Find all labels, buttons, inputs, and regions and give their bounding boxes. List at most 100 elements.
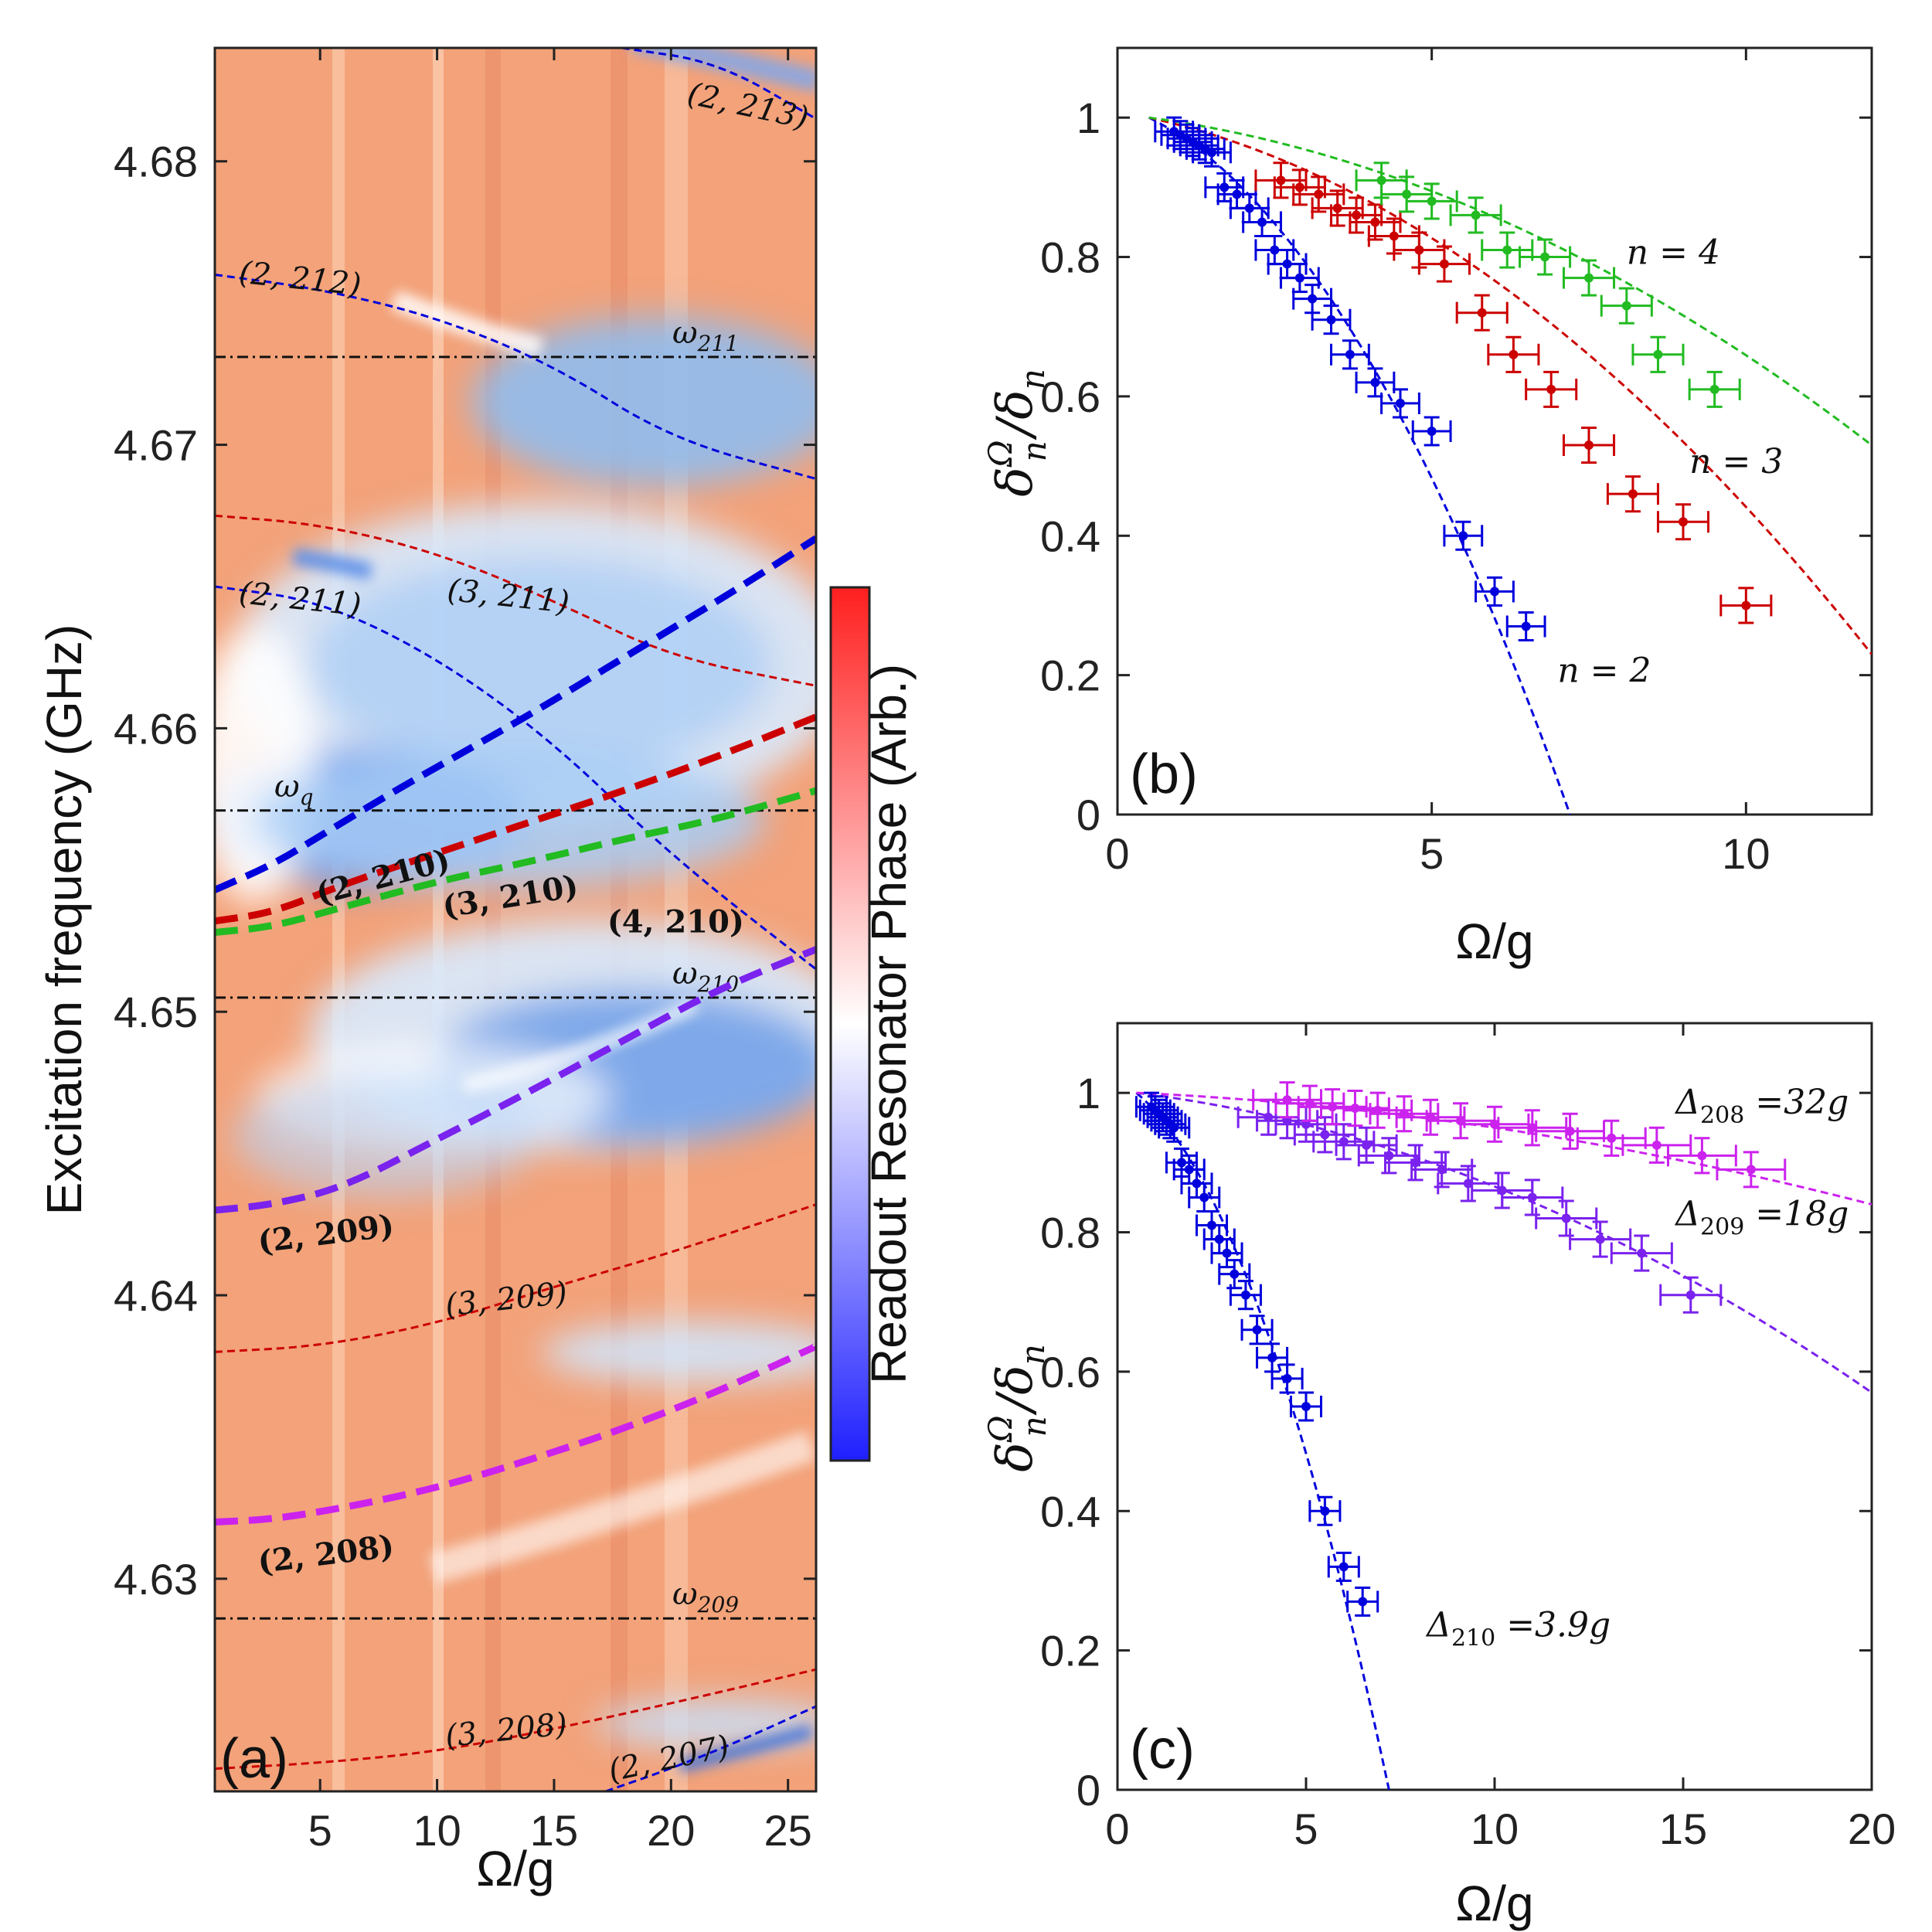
data-point xyxy=(1501,1179,1564,1216)
annotation-rest: =18g xyxy=(1744,1195,1849,1234)
data-point xyxy=(1410,1151,1474,1189)
point-marker xyxy=(1326,315,1336,325)
data-point xyxy=(1535,1199,1598,1237)
data-point xyxy=(1443,520,1484,551)
data-point xyxy=(1158,1112,1191,1143)
point-marker xyxy=(1282,1116,1292,1126)
x-axis-label-a: Ω/g xyxy=(476,1841,554,1896)
point-marker xyxy=(1741,600,1751,611)
reference-subscript: 209 xyxy=(697,1592,739,1617)
point-marker xyxy=(1490,1119,1499,1129)
ticks-a: 5 10 15 20 25 4.63 4.64 4.65 4.66 4.67 4.68 xyxy=(114,48,816,1855)
data-point xyxy=(1330,339,1370,370)
y-tick-label: 4.68 xyxy=(114,138,198,186)
y-tick-label: 0.8 xyxy=(1040,1209,1100,1257)
point-marker xyxy=(1399,1109,1409,1119)
fit-line xyxy=(1136,1091,1872,1394)
annotation-rest: =32g xyxy=(1744,1083,1849,1122)
y-axis-label-b: δΩn/δn xyxy=(981,369,1053,497)
y-tick-label: 1 xyxy=(1077,94,1100,142)
data-point xyxy=(1393,231,1446,269)
curve-(2, 213) xyxy=(621,48,816,121)
reference-label-ω_209: ω209 xyxy=(672,1577,739,1617)
svg-text:δΩn/δn: δΩn/δn xyxy=(981,369,1053,497)
point-marker xyxy=(1561,1213,1571,1223)
data-point xyxy=(1562,426,1616,464)
point-marker xyxy=(1697,1151,1707,1161)
x-tick-label: 0 xyxy=(1105,829,1129,878)
y-tick-label: 4.66 xyxy=(114,704,198,753)
data-point xyxy=(1631,335,1685,373)
annotation-rest: =3.9g xyxy=(1495,1606,1611,1645)
point-marker xyxy=(1607,1133,1617,1143)
data-point xyxy=(1242,206,1282,237)
curve-(3, 209) xyxy=(215,1203,816,1353)
point-marker xyxy=(1595,1234,1605,1244)
point-marker xyxy=(1345,349,1355,359)
point-marker xyxy=(1584,273,1594,283)
x-tick-label: 5 xyxy=(1420,829,1444,878)
x-tick-label: 20 xyxy=(1848,1804,1896,1853)
point-marker xyxy=(1509,349,1519,359)
data-point xyxy=(1497,1109,1568,1147)
point-marker xyxy=(1463,1179,1473,1189)
point-marker xyxy=(1628,489,1638,499)
x-tick-label: 5 xyxy=(308,1806,332,1855)
series-annotation: Δ208 =32g xyxy=(1674,1083,1849,1129)
point-marker xyxy=(1521,621,1531,631)
curve-(3, 211) xyxy=(215,514,816,687)
data-point xyxy=(1380,388,1420,419)
point-marker xyxy=(1410,1158,1420,1168)
y-tick-label: 0.8 xyxy=(1040,233,1100,282)
point-marker xyxy=(1427,196,1437,206)
x-tick-label: 10 xyxy=(1722,829,1770,878)
data-point xyxy=(1459,1105,1530,1143)
y-tick-label: 4.64 xyxy=(114,1271,198,1320)
point-marker xyxy=(1527,1192,1537,1202)
svg-text:δΩn/δn: δΩn/δn xyxy=(981,1344,1053,1472)
data-point xyxy=(1335,1126,1398,1164)
x-tick-label: 15 xyxy=(530,1806,578,1855)
series-annotation: n = 2 xyxy=(1557,651,1651,691)
point-marker xyxy=(1304,1098,1315,1108)
series-annotation: n = 4 xyxy=(1627,233,1720,273)
point-marker xyxy=(1426,1112,1436,1122)
point-marker xyxy=(1352,210,1362,220)
point-marker xyxy=(1458,531,1468,541)
y-tick-label: 4.65 xyxy=(114,988,198,1036)
point-marker xyxy=(1370,377,1380,387)
data-point xyxy=(1210,1238,1243,1269)
data-point xyxy=(1666,1137,1737,1175)
reference-symbol: ω xyxy=(274,769,300,804)
colorbar-label: Readout Resonator Phase (Arb.) xyxy=(861,664,917,1384)
point-marker xyxy=(1389,231,1399,241)
point-marker xyxy=(1282,1095,1292,1105)
data-point xyxy=(1411,416,1452,447)
point-marker xyxy=(1358,1597,1368,1607)
data-point xyxy=(1688,370,1741,408)
series-annotation: n = 3 xyxy=(1689,442,1783,481)
data-point xyxy=(1311,189,1364,227)
y-axis-label-c: δΩn/δn xyxy=(981,1344,1053,1472)
points-b xyxy=(1154,116,1773,642)
point-marker xyxy=(1276,175,1286,185)
data-point xyxy=(1569,1220,1632,1258)
point-marker xyxy=(1376,175,1386,185)
point-marker xyxy=(1362,1140,1372,1150)
data-point xyxy=(1716,1151,1787,1189)
y-tick-label: 0.2 xyxy=(1040,651,1100,700)
annotation-sym: Δ xyxy=(1674,1195,1700,1234)
point-marker xyxy=(1169,1123,1179,1133)
point-marker xyxy=(1240,1290,1250,1300)
data-point xyxy=(1311,304,1352,335)
x-tick-label: 20 xyxy=(647,1806,695,1855)
curve-(2, 211) xyxy=(215,585,816,971)
y-tick-label: 0.2 xyxy=(1040,1627,1100,1675)
data-point xyxy=(1346,1586,1379,1617)
panel-b: 0 5 10 0 0.2 0.4 0.6 0.8 1 n = 4 n = 3 n = 2 (b) Ω… xyxy=(981,46,1873,969)
data-point xyxy=(1475,576,1515,607)
point-marker xyxy=(1384,1151,1394,1161)
point-marker xyxy=(1301,1402,1311,1411)
point-marker xyxy=(1471,210,1481,220)
points-c xyxy=(1134,1081,1787,1617)
